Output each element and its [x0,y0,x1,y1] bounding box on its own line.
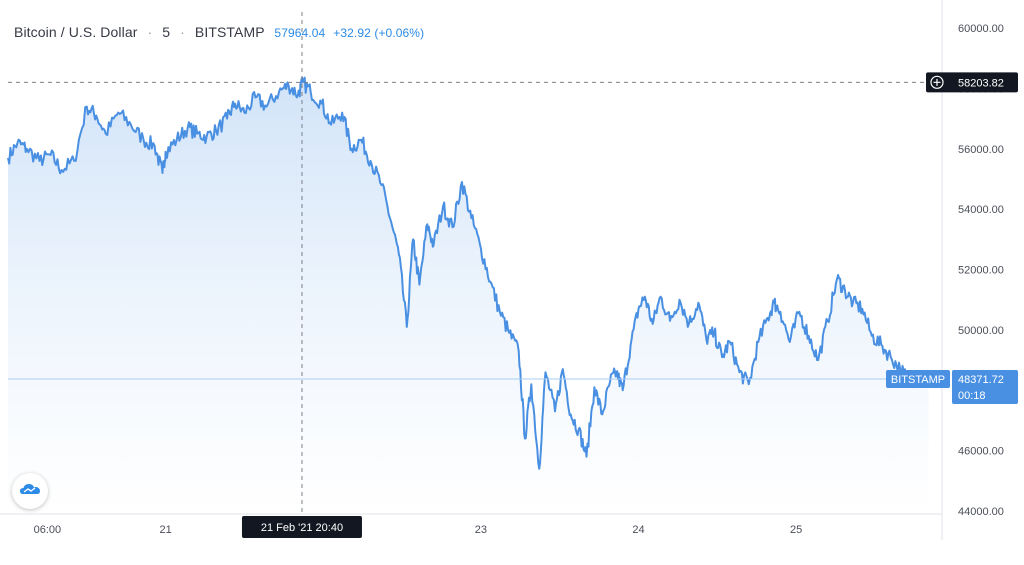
x-tick-label: 21 [160,524,172,536]
price-change: +32.92 (+0.06%) [333,26,425,40]
plus-circle-icon [930,75,944,89]
last-price-badge-box [952,370,1018,405]
bar-countdown-label: 00:18 [958,390,986,402]
header-separator: · [180,24,185,40]
x-tick-label: 06:00 [34,524,62,536]
header-separator: · [147,24,153,40]
crosshair-price-box [926,72,1018,93]
x-tick-label: 25 [790,524,802,536]
y-tick-label: 46000.00 [958,446,1004,458]
last-price-badge-value: 48371.72 [958,374,1004,386]
crosshair-time-box [241,516,362,538]
symbol-name[interactable]: Bitcoin / U.S. Dollar [14,24,138,40]
price-area-fill [8,77,929,514]
chart-header: Bitcoin / U.S. Dollar · 5 · BITSTAMP 579… [14,24,424,40]
cloud-icon [19,482,41,501]
x-tick-label: 24 [632,524,644,536]
crosshair-price-label: 58203.82 [958,77,1004,89]
chart-logo-button[interactable] [12,473,48,509]
last-price: 57964.04 [274,26,326,40]
x-tick-label: 23 [475,524,487,536]
y-tick-label: 56000.00 [958,144,1004,156]
exchange-badge-box [886,370,950,389]
y-tick-label: 52000.00 [958,265,1004,277]
exchange-label[interactable]: BITSTAMP [194,24,265,40]
y-tick-label: 50000.00 [958,325,1004,337]
price-line-series [7,76,930,470]
crosshair-time-label: 21 Feb '21 20:40 [261,522,343,534]
y-tick-label: 60000.00 [958,23,1004,35]
y-tick-label: 44000.00 [958,506,1004,518]
plus-circle-icon-cross [933,78,941,86]
y-tick-label: 54000.00 [958,204,1004,216]
interval-label[interactable]: 5 [162,24,171,40]
exchange-badge-label: BITSTAMP [891,374,945,386]
